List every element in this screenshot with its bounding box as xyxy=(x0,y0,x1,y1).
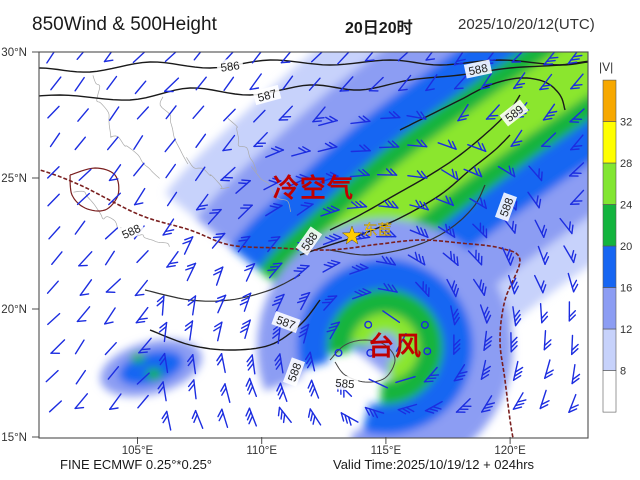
svg-text:|V|: |V| xyxy=(599,60,613,74)
svg-text:30°N: 30°N xyxy=(1,47,27,59)
svg-text:12: 12 xyxy=(620,324,632,336)
svg-text:20: 20 xyxy=(620,241,632,253)
svg-text:15°N: 15°N xyxy=(1,432,27,444)
svg-text:120°E: 120°E xyxy=(494,445,526,457)
svg-text:16: 16 xyxy=(620,283,632,295)
svg-text:冷空气: 冷空气 xyxy=(273,173,354,203)
svg-text:105°E: 105°E xyxy=(122,445,154,457)
svg-text:32: 32 xyxy=(620,117,632,129)
svg-text:110°E: 110°E xyxy=(246,445,277,457)
svg-text:8: 8 xyxy=(620,366,626,378)
svg-text:24: 24 xyxy=(620,200,632,212)
svg-text:115°E: 115°E xyxy=(371,445,402,457)
svg-text:东茞: 东茞 xyxy=(363,222,392,239)
svg-text:25°N: 25°N xyxy=(1,173,27,185)
svg-text:585: 585 xyxy=(335,378,355,392)
svg-text:台风: 台风 xyxy=(368,331,422,361)
svg-text:20°N: 20°N xyxy=(1,304,27,316)
svg-text:28: 28 xyxy=(620,158,632,170)
